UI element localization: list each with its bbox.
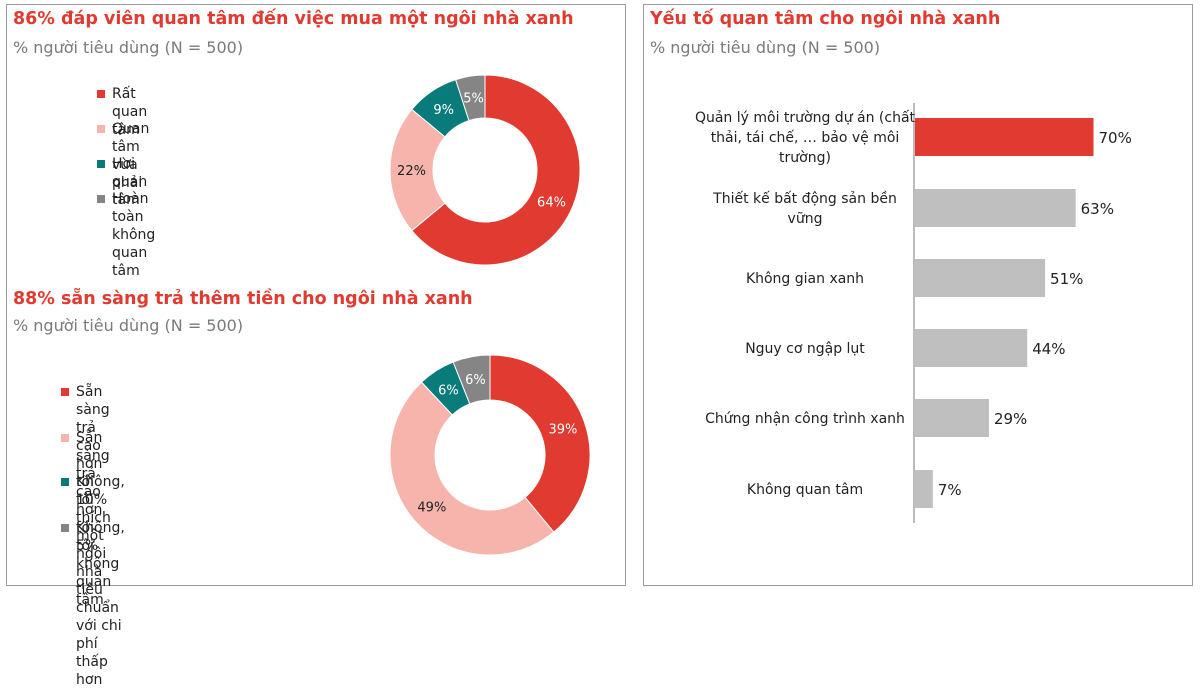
legend-label: Hoàn toàn không quan tâm [112, 191, 156, 279]
slice-value-label: 39% [548, 423, 577, 438]
bar [915, 470, 933, 508]
bar-value-label: 44% [1032, 340, 1065, 358]
bar-category-label: Quản lý môi trường dự án (chất thải, tái … [695, 110, 916, 166]
interest-donut-chart: 64% 22% 9% 5% [389, 74, 581, 266]
legend-label: Không, tôi không quan tâm [76, 520, 125, 608]
slice-value-label: 6% [465, 373, 486, 388]
legend-label: Sẵn sàng trả cao hơn tới 5% [76, 430, 110, 554]
slice-value-label: 64% [537, 195, 566, 210]
bar-category-label: Không quan tâm [747, 482, 863, 498]
legend-swatch [97, 195, 105, 203]
bar [915, 259, 1046, 297]
factors-bar-chart: 70% Quản lý môi trường dự án (chất thải, t… [695, 103, 1132, 523]
legend-item: Rất quan tâm [97, 85, 147, 139]
factors-chart-title: Yếu tố quan tâm cho ngôi nhà xanh [650, 9, 1001, 29]
slice-value-label: 49% [417, 500, 446, 515]
slice-value-label: 6% [438, 384, 459, 399]
bar-category-label: Thiết kế bất động sản bền vững [712, 190, 897, 227]
bar-value-label: 70% [1099, 129, 1132, 147]
slice-value-label: 22% [397, 164, 426, 179]
bar [915, 329, 1028, 367]
bar [915, 189, 1076, 227]
slice-value-label: 9% [433, 103, 454, 118]
interest-chart-subtitle: % người tiêu dùng (N = 500) [13, 38, 244, 57]
donut-slice [411, 74, 581, 266]
legend-item: Sẵn sàng trả cao hơn tới 5% [61, 429, 110, 555]
legend-label: Quan tâm vừa phải [112, 121, 150, 191]
bar-category-label: Nguy cơ ngập lụt [745, 341, 865, 357]
bar [915, 399, 989, 437]
right-panel: Yếu tố quan tâm cho ngôi nhà xanh % ngườ… [643, 4, 1193, 586]
interest-chart-title: 86% đáp viên quan tâm đến việc mua một n… [13, 9, 574, 29]
donut-slice [489, 354, 591, 533]
donut-slice [389, 108, 446, 232]
legend-label: Hơi quan tâm [112, 156, 148, 208]
bar-value-label: 63% [1081, 200, 1114, 218]
legend-label: Sẵn sàng trả cao hơn tới 10% [76, 384, 110, 508]
bar-category-label: Không gian xanh [746, 271, 864, 287]
legend-item: Quan tâm vừa phải [97, 120, 149, 192]
legend-item: Hơi quan tâm [97, 155, 147, 209]
donut-slice [452, 354, 491, 405]
left-panel: 86% đáp viên quan tâm đến việc mua một n… [6, 4, 626, 688]
bar [915, 118, 1094, 156]
bar-value-label: 51% [1050, 270, 1083, 288]
bar-value-label: 7% [938, 481, 962, 499]
donut-slice [455, 74, 486, 122]
legend-item: Hoàn toàn không quan tâm [97, 190, 155, 280]
willingness-donut-chart: 39% 49% 6% 6% [389, 354, 591, 556]
factors-chart-subtitle: % người tiêu dùng (N = 500) [650, 38, 881, 57]
donut-slice [389, 381, 555, 556]
willingness-chart-title: 88% sẵn sàng trả thêm tiền cho ngôi nhà … [13, 289, 473, 309]
legend-swatch [97, 125, 105, 133]
legend-swatch [61, 388, 69, 396]
legend-swatch [61, 524, 69, 532]
legend-swatch [97, 160, 105, 168]
legend-label: Rất quan tâm [112, 86, 148, 138]
legend-item: Không, tôi không quan tâm [61, 519, 125, 609]
slice-value-label: 5% [463, 91, 484, 106]
willingness-chart-subtitle: % người tiêu dùng (N = 500) [13, 316, 244, 335]
legend-swatch [97, 90, 105, 98]
bar-value-label: 29% [994, 410, 1027, 428]
legend-swatch [61, 434, 69, 442]
bar-category-label: Chứng nhận công trình xanh [705, 411, 905, 427]
legend-swatch [61, 478, 69, 486]
legend-item: Sẵn sàng trả cao hơn tới 10% [61, 383, 110, 509]
